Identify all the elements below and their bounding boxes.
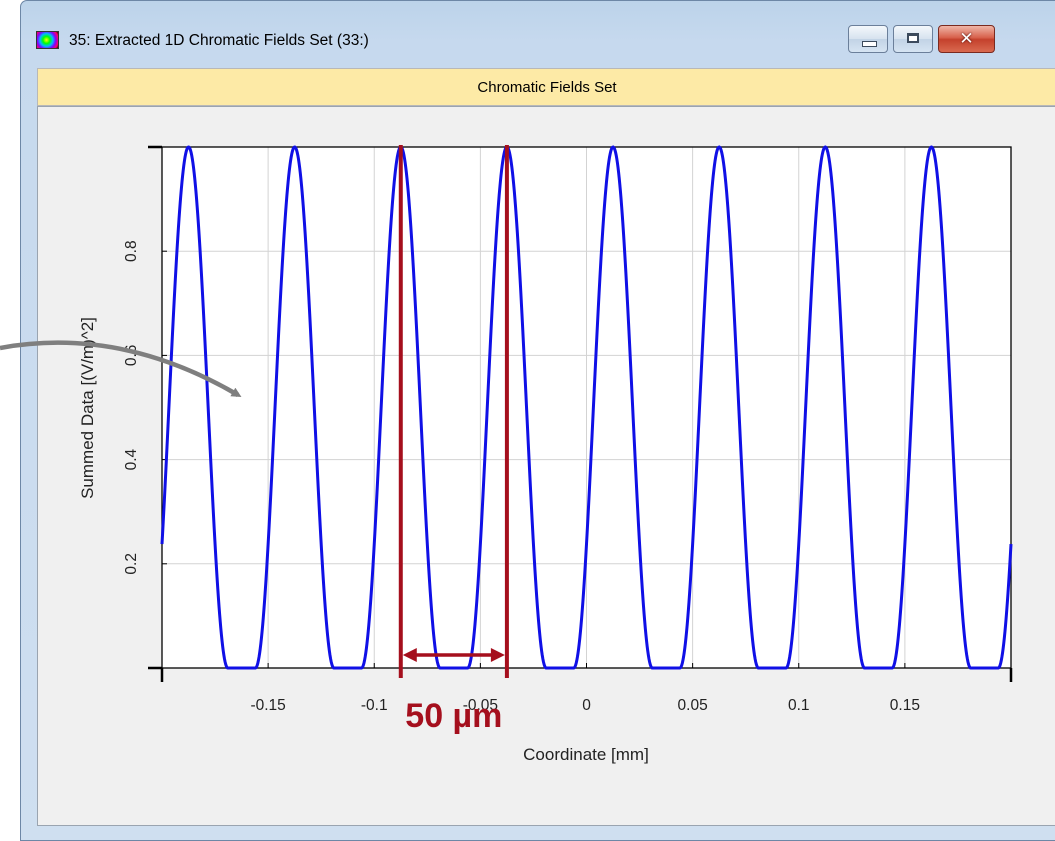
y-tick-label: 0.2	[123, 553, 140, 575]
title-bar[interactable]: 35: Extracted 1D Chromatic Fields Set (3…	[21, 1, 1055, 53]
maximize-icon	[907, 33, 919, 43]
period-annotation: 50 µm	[398, 145, 509, 735]
x-tick-label: -0.1	[361, 697, 388, 714]
x-tick-label: -0.05	[463, 697, 498, 714]
minimize-icon	[862, 41, 877, 47]
dimension-arrowhead-left	[402, 648, 417, 662]
maximize-button[interactable]	[893, 25, 933, 53]
dimension-arrowhead-right	[490, 648, 505, 662]
x-tick-label: 0.05	[678, 697, 708, 714]
series-line-summed-data	[160, 145, 1013, 670]
x-tick-label: -0.15	[250, 697, 285, 714]
x-tick-label: 0.1	[788, 697, 810, 714]
x-tick-label: 0.15	[890, 697, 920, 714]
ticks-layer: -0.15 -0.1 -0.05 0 0.05 0.1 0.150.20.40.60.8	[123, 145, 1013, 714]
y-tick-label: 0.4	[123, 448, 140, 470]
spectrum-app-icon[interactable]	[36, 31, 59, 49]
pointer-arrow	[0, 340, 242, 398]
x-axis-title: Coordinate [mm]	[523, 745, 649, 764]
y-tick-label: 0.8	[123, 240, 140, 262]
window-title: 35: Extracted 1D Chromatic Fields Set (3…	[69, 32, 369, 49]
minimize-button[interactable]	[848, 25, 888, 53]
chart-header: Chromatic Fields Set	[37, 68, 1055, 106]
x-tick-label: 0	[582, 697, 591, 714]
close-icon: ✕	[959, 29, 974, 49]
close-button[interactable]: ✕	[938, 25, 995, 53]
period-measure-label: 50 µm	[405, 697, 502, 735]
y-axis-title: Summed Data [(V/m)^2]	[78, 317, 97, 499]
